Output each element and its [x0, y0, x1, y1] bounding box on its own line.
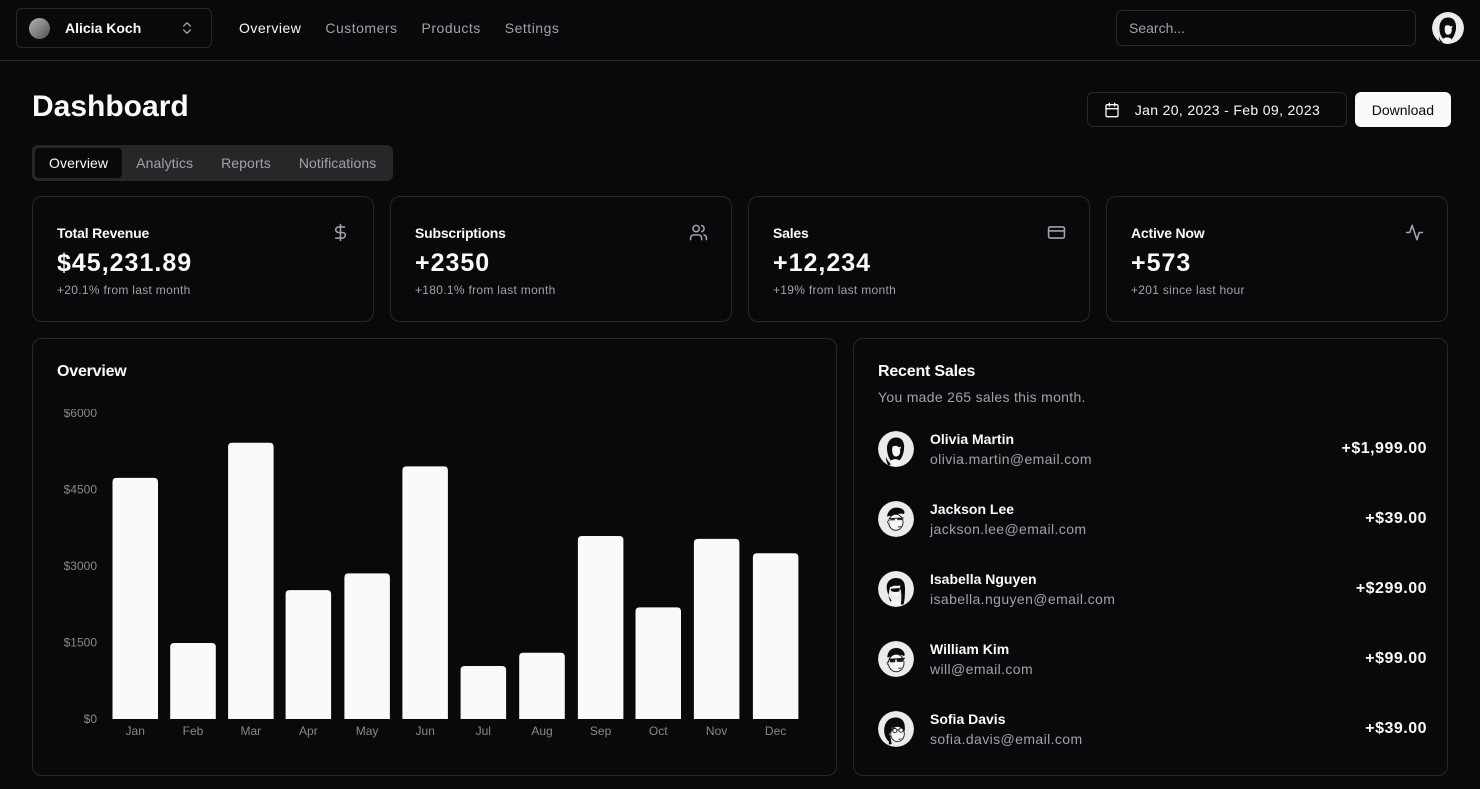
svg-text:Jun: Jun [416, 724, 435, 738]
svg-text:Apr: Apr [299, 724, 318, 738]
svg-text:Feb: Feb [183, 724, 204, 738]
svg-text:$6000: $6000 [64, 409, 98, 420]
svg-text:Aug: Aug [531, 724, 552, 738]
svg-text:Oct: Oct [649, 724, 668, 738]
svg-text:$1500: $1500 [64, 635, 98, 649]
svg-text:Jul: Jul [476, 724, 491, 738]
svg-text:$0: $0 [84, 712, 98, 726]
svg-text:Mar: Mar [240, 724, 261, 738]
svg-text:$3000: $3000 [64, 559, 98, 573]
svg-text:Nov: Nov [706, 724, 727, 738]
svg-text:Dec: Dec [765, 724, 786, 738]
svg-text:Sep: Sep [590, 724, 612, 738]
svg-text:Jan: Jan [126, 724, 145, 738]
svg-text:May: May [356, 724, 379, 738]
svg-text:$4500: $4500 [64, 483, 98, 497]
